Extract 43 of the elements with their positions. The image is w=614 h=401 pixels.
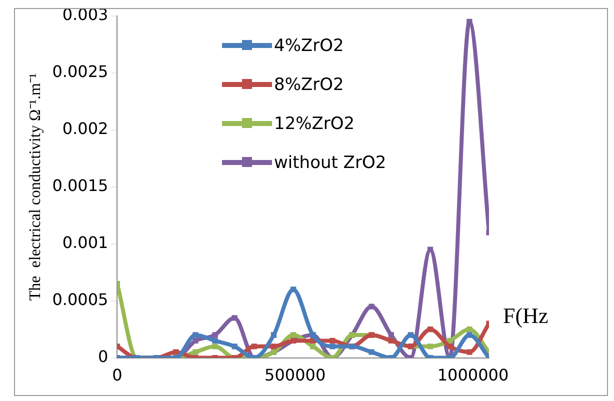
point [427,344,434,350]
x-tick-label: 1000000 [437,366,509,385]
legend-label: 8%ZrO2 [274,74,344,94]
point [212,332,218,338]
point [232,315,238,321]
y-tick-label: 0.0025 [52,62,108,82]
point [408,332,414,338]
point [251,344,257,350]
point [212,344,218,350]
x-tick-label: 0 [112,366,122,385]
point [232,344,238,350]
point [466,349,472,355]
point [192,338,198,344]
point [270,332,277,338]
point [270,344,277,350]
y-tick-label: 0.0015 [52,176,108,196]
y-tick-label: 0.002 [62,119,108,138]
legend-label: 4%ZrO2 [274,36,344,56]
point [466,332,472,338]
point [212,338,218,344]
point [368,349,374,355]
point [447,344,453,350]
point [310,344,316,350]
legend-label: 12%ZrO2 [274,114,355,134]
y-tick-label: 0 [98,346,108,366]
x-tick-label: 500000 [264,366,326,385]
point [192,349,198,355]
point [368,304,374,310]
legend-label: without ZrO2 [274,152,386,172]
point [290,332,296,338]
point [173,349,179,355]
point [427,246,434,252]
y-tick-label: 0.0005 [52,290,108,309]
point [290,286,296,292]
point [388,332,394,338]
text: F(Hz [503,303,548,329]
y-axis-title: The electrical conductivity Ω⁻¹.m⁻¹ [26,72,44,301]
point [466,326,472,332]
point [330,344,336,350]
point [330,338,336,344]
point [427,326,434,332]
point [192,332,198,338]
y-tick-label: 0.001 [62,233,108,252]
